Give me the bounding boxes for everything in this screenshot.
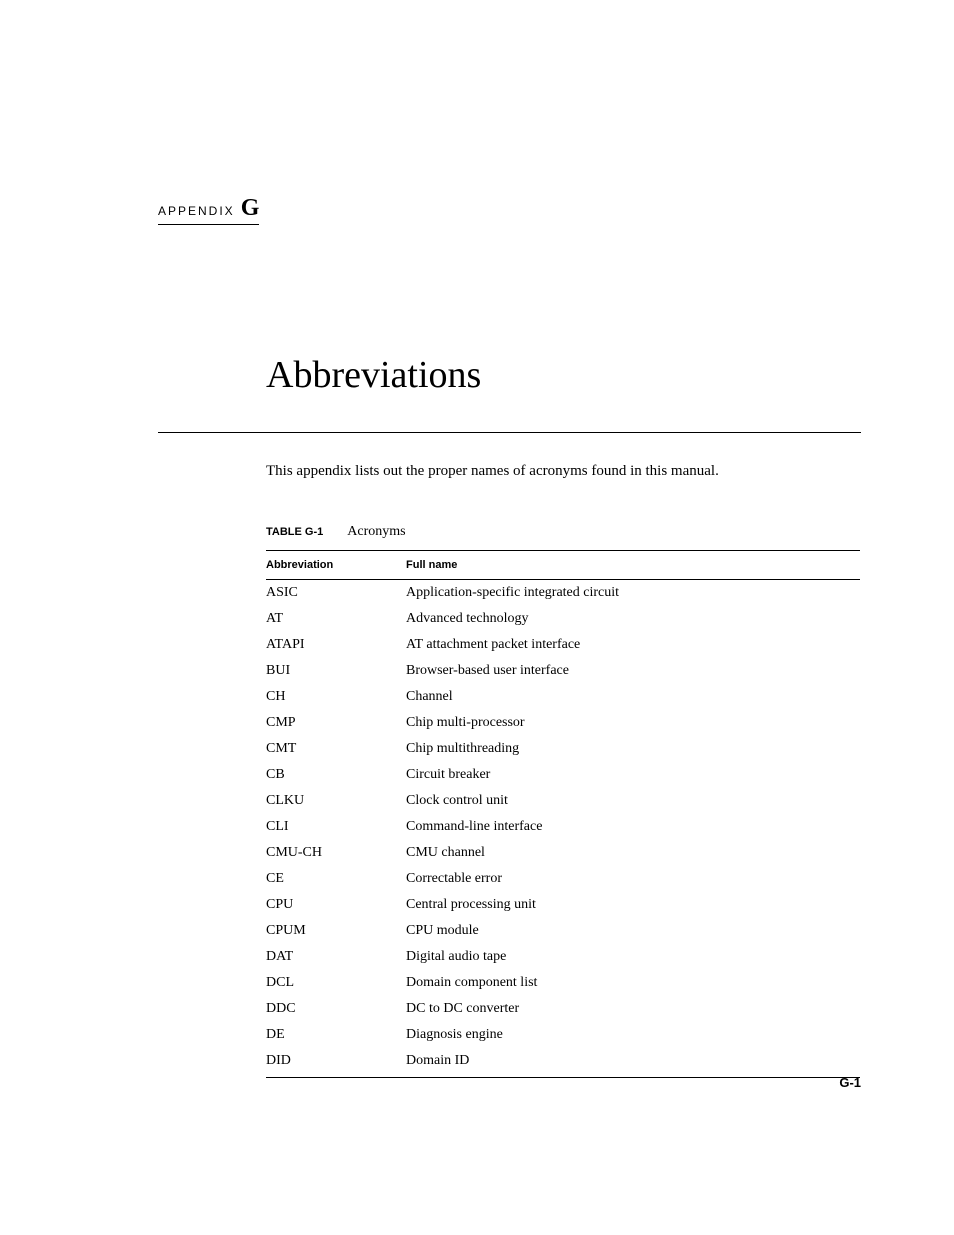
cell-full: Domain component list <box>406 970 860 996</box>
cell-full: Chip multi-processor <box>406 710 860 736</box>
cell-abbr: CMP <box>266 710 406 736</box>
table-row: DDCDC to DC converter <box>266 996 860 1022</box>
appendix-letter: G <box>241 195 260 222</box>
table-row: CMU-CHCMU channel <box>266 840 860 866</box>
cell-abbr: DAT <box>266 944 406 970</box>
column-header-fullname: Full name <box>406 551 860 580</box>
table-row: CBCircuit breaker <box>266 762 860 788</box>
cell-full: Circuit breaker <box>406 762 860 788</box>
cell-full: AT attachment packet interface <box>406 632 860 658</box>
cell-abbr: CLKU <box>266 788 406 814</box>
appendix-word: APPENDIX <box>158 204 235 218</box>
table-row: CHChannel <box>266 684 860 710</box>
cell-full: CMU channel <box>406 840 860 866</box>
cell-full: Domain ID <box>406 1048 860 1078</box>
table-row: ATAPIAT attachment packet interface <box>266 632 860 658</box>
cell-abbr: ASIC <box>266 580 406 607</box>
cell-full: Clock control unit <box>406 788 860 814</box>
cell-full: Command-line interface <box>406 814 860 840</box>
page-title: Abbreviations <box>266 353 861 397</box>
cell-abbr: DCL <box>266 970 406 996</box>
cell-full: Chip multithreading <box>406 736 860 762</box>
table-row: CMPChip multi-processor <box>266 710 860 736</box>
cell-abbr: DDC <box>266 996 406 1022</box>
cell-full: Correctable error <box>406 866 860 892</box>
cell-abbr: DE <box>266 1022 406 1048</box>
table-row: BUIBrowser-based user interface <box>266 658 860 684</box>
table-body: ASICApplication-specific integrated circ… <box>266 580 860 1078</box>
cell-abbr: CMU-CH <box>266 840 406 866</box>
cell-abbr: BUI <box>266 658 406 684</box>
table-row: CMTChip multithreading <box>266 736 860 762</box>
cell-full: Advanced technology <box>406 606 860 632</box>
table-row: CLKUClock control unit <box>266 788 860 814</box>
cell-abbr: CB <box>266 762 406 788</box>
cell-abbr: CLI <box>266 814 406 840</box>
cell-full: Application-specific integrated circuit <box>406 580 860 607</box>
cell-abbr: AT <box>266 606 406 632</box>
appendix-label: APPENDIX G <box>158 195 259 225</box>
cell-full: Browser-based user interface <box>406 658 860 684</box>
cell-abbr: CPU <box>266 892 406 918</box>
cell-full: Diagnosis engine <box>406 1022 860 1048</box>
cell-full: CPU module <box>406 918 860 944</box>
cell-abbr: CPUM <box>266 918 406 944</box>
table-caption-label: TABLE G-1 <box>266 526 323 538</box>
cell-full: Digital audio tape <box>406 944 860 970</box>
cell-full: DC to DC converter <box>406 996 860 1022</box>
table-row: DATDigital audio tape <box>266 944 860 970</box>
acronym-table: Abbreviation Full name ASICApplication-s… <box>266 550 860 1078</box>
page-content: APPENDIX G Abbreviations This appendix l… <box>0 0 954 1078</box>
table-row: DIDDomain ID <box>266 1048 860 1078</box>
cell-full: Central processing unit <box>406 892 860 918</box>
cell-abbr: CMT <box>266 736 406 762</box>
table-row: CPUCentral processing unit <box>266 892 860 918</box>
table-caption: TABLE G-1 Acronyms <box>266 524 861 540</box>
page-number: G-1 <box>839 1075 861 1090</box>
title-rule <box>158 432 861 433</box>
table-row: CPUMCPU module <box>266 918 860 944</box>
table-row: ATAdvanced technology <box>266 606 860 632</box>
column-header-abbreviation: Abbreviation <box>266 551 406 580</box>
table-caption-text: Acronyms <box>347 524 405 540</box>
table-row: DCLDomain component list <box>266 970 860 996</box>
table-row: CECorrectable error <box>266 866 860 892</box>
table-row: CLICommand-line interface <box>266 814 860 840</box>
cell-full: Channel <box>406 684 860 710</box>
cell-abbr: ATAPI <box>266 632 406 658</box>
cell-abbr: CH <box>266 684 406 710</box>
table-header-row: Abbreviation Full name <box>266 551 860 580</box>
table-row: ASICApplication-specific integrated circ… <box>266 580 860 607</box>
cell-abbr: CE <box>266 866 406 892</box>
cell-abbr: DID <box>266 1048 406 1078</box>
intro-paragraph: This appendix lists out the proper names… <box>266 461 861 482</box>
table-row: DEDiagnosis engine <box>266 1022 860 1048</box>
